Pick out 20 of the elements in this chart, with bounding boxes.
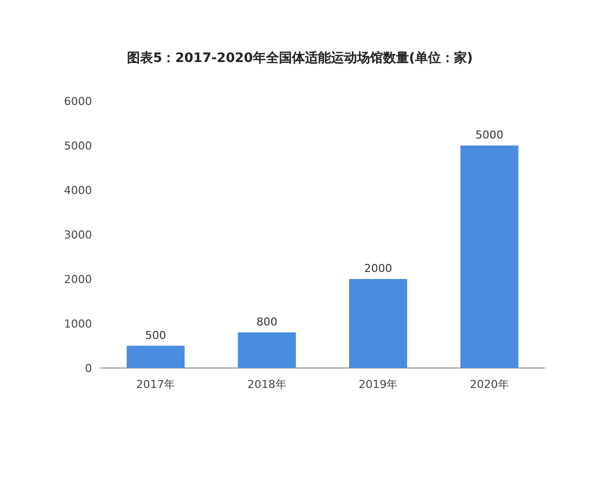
y-tick-label: 6000 [64, 95, 92, 108]
data-label: 2000 [364, 262, 392, 275]
data-label: 800 [256, 315, 278, 328]
chart-title: 图表5：2017-2020年全国体适能运动场馆数量(单位：家) [127, 50, 473, 66]
y-tick-label: 0 [85, 362, 92, 375]
x-tick-label: 2019年 [358, 378, 398, 391]
x-tick-label: 2017年 [136, 378, 176, 391]
bar [460, 146, 518, 368]
x-tick-label: 2020年 [470, 378, 509, 391]
x-tick-label: 2018年 [247, 378, 286, 391]
bar [126, 346, 185, 368]
y-tick-label: 3000 [64, 228, 92, 242]
bar [349, 279, 408, 368]
y-tick-label: 4000 [64, 184, 92, 197]
data-label: 5000 [475, 128, 504, 142]
bar [238, 332, 296, 368]
y-tick-label: 5000 [64, 140, 92, 152]
data-label: 500 [145, 328, 166, 342]
y-tick-label: 2000 [64, 273, 92, 286]
y-tick-label: 1000 [64, 318, 92, 330]
